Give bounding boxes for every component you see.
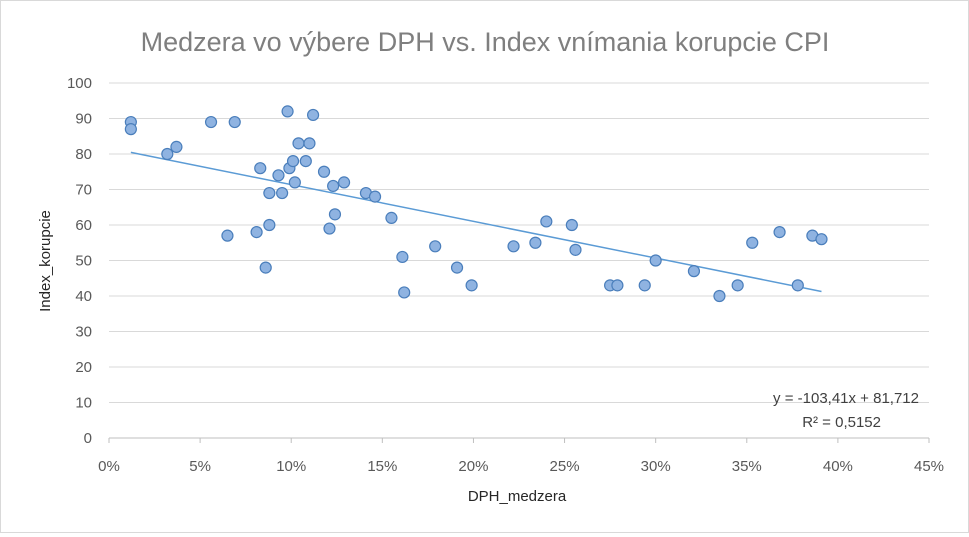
data-point — [263, 186, 276, 200]
data-point — [259, 261, 272, 274]
r-squared-label: R² = 0,5152 — [802, 414, 881, 431]
data-point — [687, 265, 701, 278]
data-point — [746, 236, 759, 249]
data-point — [569, 243, 582, 256]
data-point — [281, 105, 294, 118]
y-axis-label: Index_korupcie — [37, 210, 54, 312]
data-point — [385, 211, 398, 224]
data-point — [611, 279, 624, 292]
x-tick-label: 20% — [458, 458, 488, 475]
x-tick-label: 35% — [732, 458, 762, 475]
data-point — [306, 108, 320, 122]
data-point — [450, 261, 464, 274]
data-point — [250, 226, 263, 239]
data-point — [263, 218, 276, 232]
data-point — [540, 215, 553, 228]
trendline — [130, 151, 822, 293]
y-tick-label: 70 — [75, 182, 92, 199]
data-point — [204, 115, 218, 129]
y-tick-label: 40 — [75, 288, 92, 305]
data-point — [228, 115, 241, 129]
chart-title: Medzera vo výbere DPH vs. Index vnímania… — [141, 27, 830, 57]
data-point — [170, 140, 183, 153]
data-point — [124, 123, 137, 136]
data-point — [299, 155, 312, 168]
data-point — [368, 190, 382, 203]
data-point — [337, 176, 351, 189]
data-point — [815, 233, 828, 246]
x-tick-label: 30% — [641, 458, 671, 475]
data-point — [791, 279, 804, 292]
x-tick-label: 5% — [189, 458, 211, 475]
data-point — [323, 222, 336, 235]
data-point — [161, 147, 174, 161]
data-point — [638, 279, 651, 292]
data-point — [286, 155, 300, 168]
data-point — [529, 236, 542, 249]
data-point — [254, 162, 267, 175]
data-point — [773, 226, 786, 239]
x-axis-label: DPH_medzera — [468, 488, 567, 505]
data-point — [272, 169, 285, 182]
y-tick-label: 50 — [75, 253, 92, 270]
y-tick-label: 30 — [75, 324, 92, 341]
x-axis-ticks: 0% 5% 10% 15% 20% 25% 30% 35% 40% 45% — [98, 458, 944, 475]
data-point — [565, 218, 578, 232]
data-point — [649, 254, 662, 267]
data-point — [507, 240, 520, 253]
y-tick-label: 90 — [75, 111, 92, 128]
data-point — [327, 179, 340, 193]
y-tick-label: 20 — [75, 359, 92, 376]
y-tick-label: 60 — [75, 217, 92, 234]
data-point — [328, 208, 342, 221]
data-point — [276, 186, 289, 200]
data-point — [288, 176, 301, 189]
y-axis-ticks: 0 10 20 30 40 50 60 70 80 90 100 — [67, 75, 92, 447]
data-point — [317, 165, 331, 178]
data-point — [713, 289, 726, 303]
y-tick-label: 10 — [75, 395, 92, 412]
y-tick-label: 0 — [84, 430, 92, 447]
x-tick-label: 25% — [550, 458, 580, 475]
data-point — [731, 279, 744, 292]
x-tick-label: 45% — [914, 458, 944, 475]
x-tick-label: 15% — [367, 458, 397, 475]
y-tick-label: 100 — [67, 75, 92, 92]
data-point — [429, 240, 442, 253]
data-point — [303, 137, 316, 150]
gridlines — [108, 82, 930, 443]
data-point — [292, 137, 305, 150]
x-tick-label: 10% — [276, 458, 306, 475]
data-point — [398, 286, 411, 299]
data-point — [396, 250, 409, 264]
data-points — [124, 105, 828, 303]
data-point — [465, 279, 478, 292]
x-tick-label: 40% — [823, 458, 853, 475]
y-tick-label: 80 — [75, 146, 92, 163]
data-point — [221, 229, 234, 242]
x-tick-label: 0% — [98, 458, 120, 475]
trendline-equation: y = -103,41x + 81,712 — [773, 390, 919, 407]
